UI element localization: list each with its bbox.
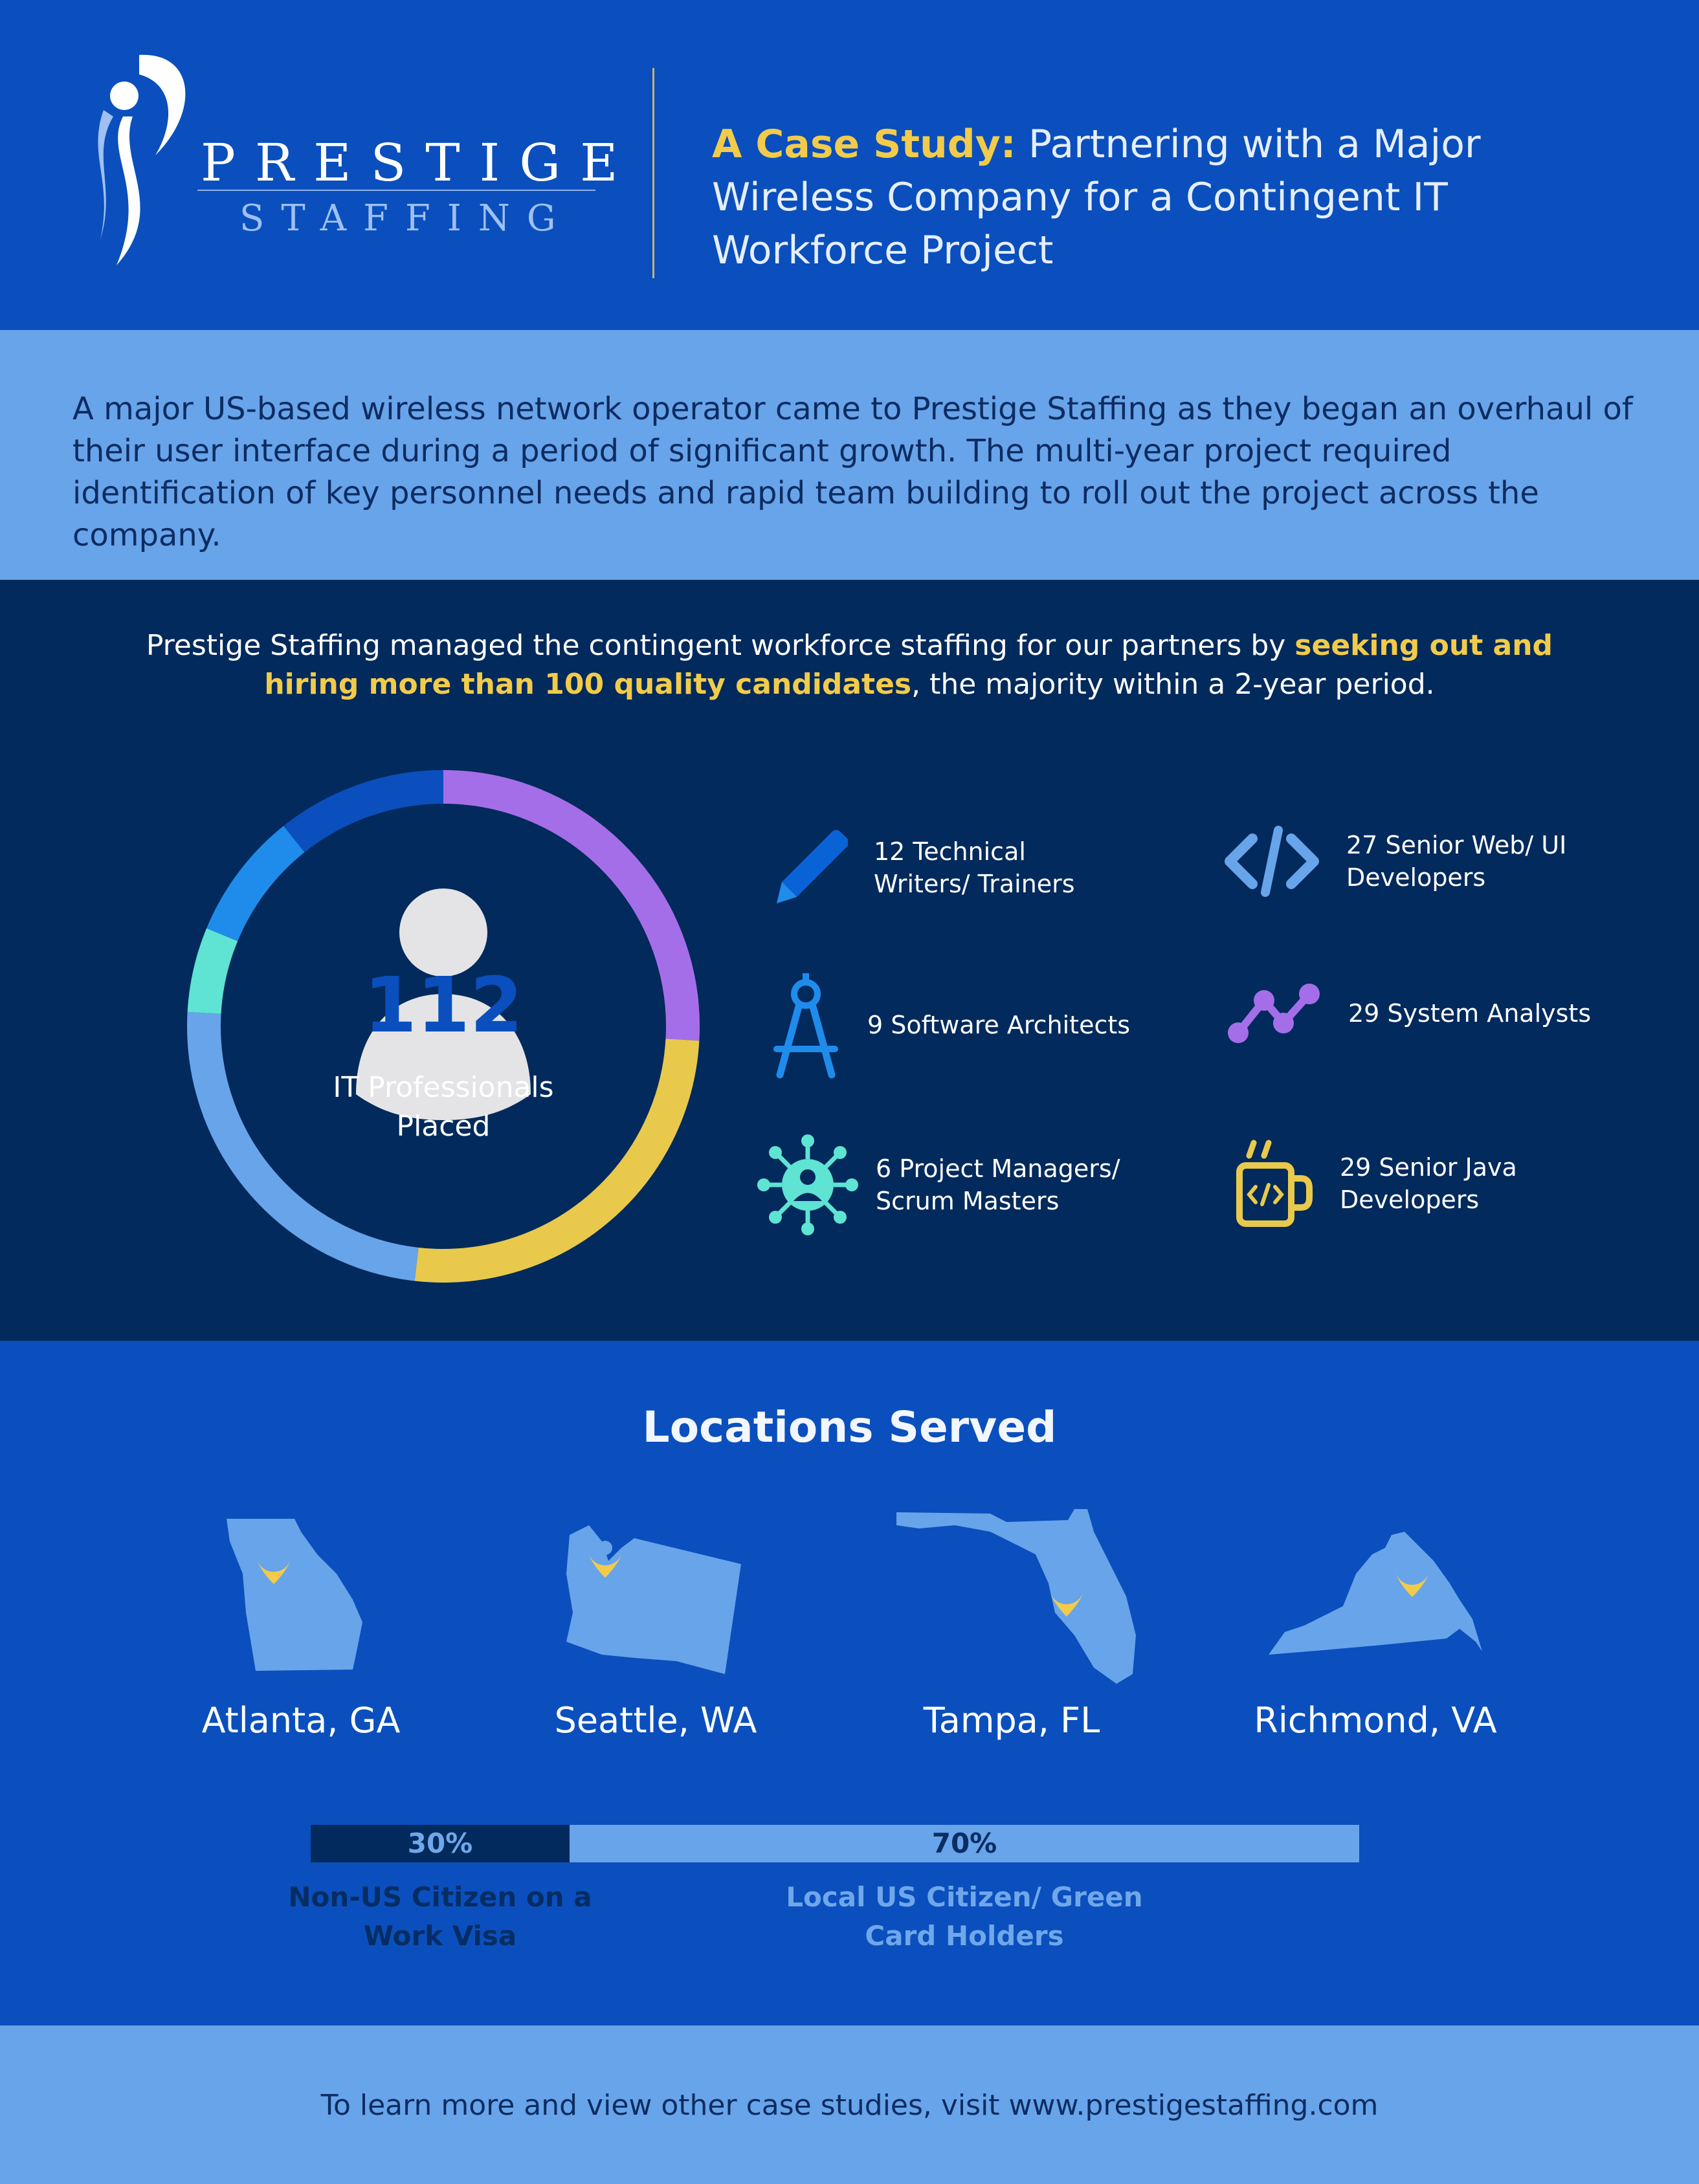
header-divider bbox=[652, 68, 654, 278]
code-icon bbox=[1225, 826, 1319, 897]
professionals-donut-chart bbox=[187, 770, 700, 1283]
graph-icon bbox=[1228, 984, 1320, 1043]
lead-after: , the majority within a 2-year period. bbox=[911, 668, 1435, 701]
role-label: 9 Software Architects bbox=[867, 1010, 1131, 1039]
city-richmond: Richmond, VA bbox=[1254, 1700, 1497, 1741]
split-label-local: Local US Citizen/ Green Card Holders bbox=[786, 1881, 1143, 1952]
role-label: 27 Senior Web/ UI Developers bbox=[1346, 831, 1567, 892]
role-web-ui-developers: 27 Senior Web/ UI Developers bbox=[1223, 822, 1592, 900]
locations-title: Locations Served bbox=[642, 1402, 1057, 1452]
footer: To learn more and view other case studie… bbox=[0, 2025, 1699, 2184]
georgia-map-icon bbox=[227, 1519, 362, 1671]
title-rest: Partnering with a Major Wireless Company… bbox=[712, 122, 1481, 273]
city-tampa: Tampa, FL bbox=[923, 1700, 1100, 1741]
person-head-icon bbox=[399, 888, 487, 976]
role-label: 6 Project Managers/ Scrum Masters bbox=[876, 1154, 1120, 1215]
donut-segment bbox=[187, 928, 238, 1015]
donut-segment bbox=[187, 1011, 419, 1281]
donut-segment bbox=[443, 770, 700, 1041]
logo-subword: STAFFING bbox=[239, 197, 573, 239]
footer-text: To learn more and view other case studie… bbox=[320, 2089, 1379, 2122]
florida-map-icon bbox=[896, 1509, 1136, 1684]
donut-segment bbox=[206, 826, 305, 942]
pencil-icon bbox=[777, 830, 848, 903]
locations-section: Locations Served Atlanta, GA Seattle, WA… bbox=[0, 1341, 1699, 2025]
logo-rule bbox=[197, 190, 595, 191]
total-count: 112 bbox=[363, 960, 524, 1050]
title-highlight: A Case Study: bbox=[712, 122, 1016, 167]
washington-map-icon bbox=[566, 1525, 741, 1674]
role-project-managers: 6 Project Managers/ Scrum Masters bbox=[756, 1133, 1122, 1237]
split-bar-nonus: 30% bbox=[311, 1825, 570, 1862]
virginia-map-icon bbox=[1269, 1532, 1482, 1655]
split-bar-local: 70% bbox=[570, 1825, 1359, 1862]
lead-before: Prestige Staffing managed the contingent… bbox=[146, 629, 1295, 662]
stats-section: Prestige Staffing managed the contingent… bbox=[0, 580, 1699, 1341]
role-java-developers: 29 Senior Java Developers bbox=[1233, 1136, 1586, 1230]
compass-icon bbox=[773, 973, 838, 1079]
person-body-icon bbox=[356, 994, 531, 1120]
role-label: 12 Technical Writers/ Trainers bbox=[874, 837, 1075, 898]
network-person-icon bbox=[757, 1134, 858, 1235]
role-label: 29 System Analysts bbox=[1348, 999, 1592, 1028]
role-system-analysts: 29 System Analysts bbox=[1225, 981, 1594, 1046]
stats-lead: Prestige Staffing managed the contingent… bbox=[129, 626, 1570, 704]
java-cup-icon bbox=[1236, 1140, 1313, 1227]
city-seattle: Seattle, WA bbox=[554, 1700, 757, 1741]
logo-wordmark: PRESTIGE bbox=[201, 133, 638, 193]
role-label: 29 Senior Java Developers bbox=[1340, 1153, 1517, 1214]
header: PRESTIGE STAFFING A Case Study: Partneri… bbox=[0, 0, 1699, 330]
intro-band: A major US-based wireless network operat… bbox=[0, 330, 1699, 580]
role-technical-writers: 12 Technical Writers/ Trainers bbox=[764, 822, 1120, 913]
intro-text: A major US-based wireless network operat… bbox=[72, 391, 1633, 553]
total-label: IT Professionals Placed bbox=[333, 1071, 554, 1143]
donut-segment bbox=[414, 1039, 700, 1283]
lead-highlight: seeking out and hiring more than 100 qua… bbox=[264, 629, 1553, 701]
prestige-logo-icon bbox=[98, 54, 186, 265]
donut-segment bbox=[283, 770, 444, 853]
role-software-architects: 9 Software Architects bbox=[770, 968, 1139, 1081]
city-atlanta: Atlanta, GA bbox=[201, 1700, 401, 1741]
page-title: A Case Study: Partnering with a Major Wi… bbox=[712, 118, 1650, 277]
split-label-nonus: Non-US Citizen on a Work Visa bbox=[288, 1881, 592, 1952]
